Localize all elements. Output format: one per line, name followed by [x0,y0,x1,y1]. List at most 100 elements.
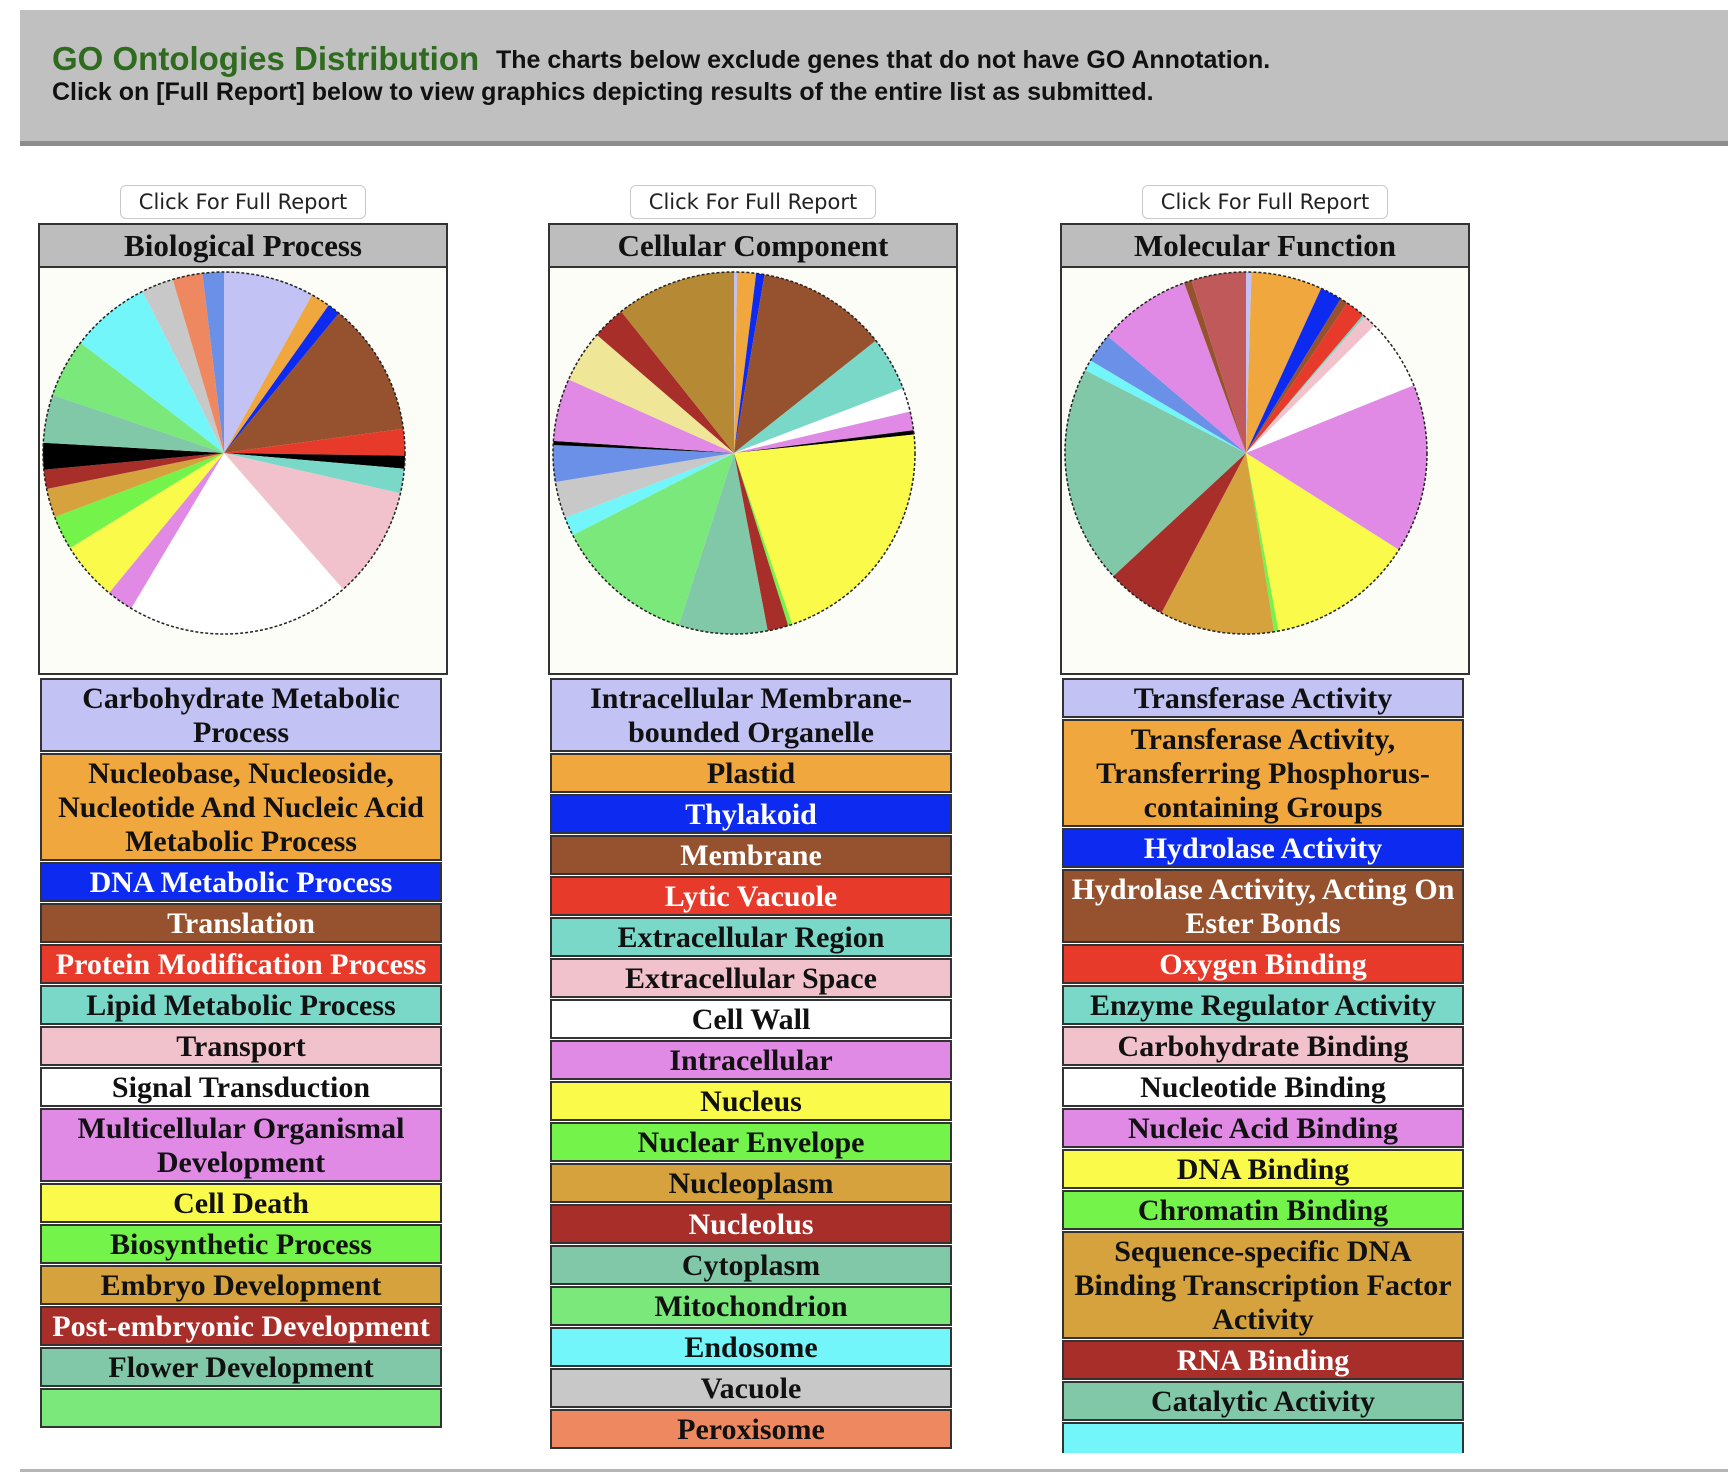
legend-item: Chromatin Binding [1062,1190,1464,1230]
pie-slice-0-12 [46,453,225,518]
pie-slice-1-7 [734,388,911,453]
pie-slice-2-17 [1184,280,1246,453]
legend-item: DNA Binding [1062,1149,1464,1189]
legend-item: Vacuole [550,1368,952,1408]
chart-panel-cellular-component: Cellular Component [548,223,958,675]
legend-biological-process: Carbohydrate Metabolic Process Nucleobase… [40,678,444,1453]
pie-slice-2-13 [1064,370,1246,577]
pie-slice-2-5 [1246,314,1365,453]
pie-slice-1-21 [596,311,734,453]
pie-slice-1-18 [553,440,734,453]
pie-slice-1-14 [572,453,734,626]
legend-item: Carbohydrate Binding [1062,1026,1464,1066]
bottom-divider [20,1469,1728,1472]
full-report-button-molecular-function[interactable]: Click For Full Report [1142,185,1388,219]
chart-title-cellular-component: Cellular Component [550,225,956,268]
pie-slice-1-22 [621,272,734,453]
legend-item: Nucleolus [550,1204,952,1244]
legend-item: Carbohydrate Metabolic Process [40,678,442,752]
pie-slice-1-1 [734,272,757,453]
legend-item: Intracellular [550,1040,952,1080]
legend-item: Endosome [550,1327,952,1367]
pie-slice-1-5 [734,340,904,453]
legend-item: RNA Binding [1062,1340,1464,1380]
full-report-button-biological-process[interactable]: Click For Full Report [120,185,366,219]
pie-slice-0-11 [54,453,225,549]
pie-slice-1-8 [734,411,914,453]
legend-item: Hydrolase Activity [1062,828,1464,868]
pie-slice-0-20 [202,272,224,453]
pie-slice-0-4 [224,428,406,456]
legend-item: Transferase Activity, Transferring Phosp… [1062,719,1464,827]
pie-chart-cellular-component [552,271,916,635]
pie-slice-1-15 [564,453,734,536]
legend-item: Transferase Activity [1062,678,1464,718]
pie-slice-1-12 [734,453,789,631]
legend-item: Extracellular Space [550,958,952,998]
chart-title-molecular-function: Molecular Function [1062,225,1468,268]
pie-slice-2-8 [1246,385,1427,550]
pie-slice-1-17 [552,445,734,482]
pie-chart-molecular-function [1064,271,1428,635]
pie-slice-0-8 [131,453,344,635]
legend-item: Cell Death [40,1183,442,1223]
legend-item [40,1388,442,1428]
pie-slice-1-9 [734,430,915,453]
legend-item: Nucleotide Binding [1062,1067,1464,1107]
pie-slice-0-15 [43,395,224,453]
legend-item: Nucleic Acid Binding [1062,1108,1464,1148]
legend-item: Lipid Metabolic Process [40,985,442,1025]
pie-slice-2-6 [1246,316,1375,453]
pie-slice-2-2 [1246,288,1341,453]
pie-slice-1-16 [555,453,734,518]
pie-slice-0-17 [80,291,224,453]
pie-slice-0-6 [224,453,405,494]
full-report-button-cellular-component[interactable]: Click For Full Report [630,185,876,219]
pie-slice-0-5 [224,453,405,469]
legend-item: Embryo Development [40,1265,442,1305]
pie-chart-biological-process [42,271,406,635]
pie-slice-2-18 [1191,272,1246,453]
pie-slice-0-19 [172,273,224,453]
pie-slice-2-10 [1246,453,1279,632]
pie-outline [42,271,406,635]
legend-item: Multicellular Organismal Development [40,1108,442,1182]
pie-slice-2-15 [1090,336,1246,453]
pie-slice-0-3 [224,313,404,453]
legend-item: Cytoplasm [550,1245,952,1285]
pie-slice-2-7 [1246,325,1414,453]
legend-item: Sequence-specific DNA Binding Transcript… [1062,1231,1464,1339]
pie-slice-2-4 [1246,302,1364,453]
pie-outline [552,271,916,635]
pie-slice-2-11 [1161,453,1275,634]
legend-item: Mitochondrion [550,1286,952,1326]
chart-panel-molecular-function: Molecular Function [1060,223,1470,675]
legend-item: Thylakoid [550,794,952,834]
legend-item: Extracellular Region [550,917,952,957]
chart-panel-biological-process: Biological Process [38,223,448,675]
pie-slice-0-18 [142,279,224,453]
page-title: GO Ontologies Distribution [52,40,480,77]
legend-item: Post-embryonic Development [40,1306,442,1346]
pie-slice-0-9 [109,453,224,609]
pie-slice-1-11 [734,453,793,626]
pie-slice-0-7 [224,453,401,590]
header-panel: GO Ontologies Distribution The charts be… [20,10,1728,146]
legend-item: Cell Wall [550,999,952,1039]
pie-slice-0-0 [224,272,313,453]
legend-item: Transport [40,1026,442,1066]
pie-slice-1-20 [568,334,734,453]
legend-item: Protein Modification Process [40,944,442,984]
legend-item: Lytic Vacuole [550,876,952,916]
legend-item: Flower Development [40,1347,442,1387]
legend-item: Enzyme Regulator Activity [1062,985,1464,1025]
pie-slice-1-13 [678,453,768,635]
pie-slice-2-1 [1246,272,1322,453]
pie-slice-2-14 [1085,360,1246,453]
pie-slice-2-3 [1246,298,1348,453]
legend-item: Oxygen Binding [1062,944,1464,984]
pie-slice-0-13 [43,453,224,490]
pie-slice-0-16 [52,342,224,453]
pie-slice-2-12 [1113,453,1246,614]
pie-slice-1-10 [734,434,915,625]
